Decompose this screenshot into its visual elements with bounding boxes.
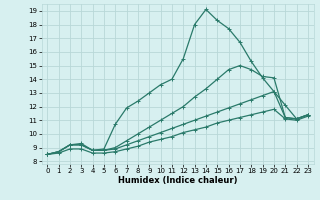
X-axis label: Humidex (Indice chaleur): Humidex (Indice chaleur) [118,176,237,185]
